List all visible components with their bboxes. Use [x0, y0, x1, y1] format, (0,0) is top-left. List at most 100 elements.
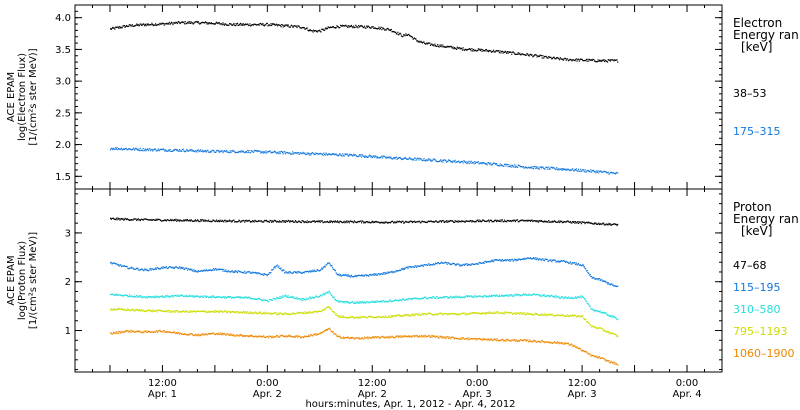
proton-data-point — [614, 333, 616, 335]
proton-data-point — [236, 296, 239, 298]
proton-data-point — [616, 224, 618, 227]
proton-data-point — [424, 221, 427, 224]
electron-data-point — [487, 50, 490, 53]
proton-data-point — [286, 221, 288, 223]
electron-data-point — [479, 49, 482, 52]
proton-data-point — [153, 296, 155, 299]
proton-data-point — [458, 220, 460, 222]
proton-data-point — [461, 297, 464, 299]
proton-data-point — [426, 221, 428, 224]
proton-data-point — [220, 310, 223, 313]
proton-data-point — [448, 313, 450, 315]
proton-data-point — [476, 296, 478, 298]
electron-data-point — [511, 51, 514, 53]
electron-data-point — [152, 24, 154, 27]
proton-data-point — [136, 219, 139, 221]
electron-data-point — [385, 157, 387, 159]
proton-data-point — [279, 336, 281, 338]
proton-data-point — [463, 312, 465, 314]
electron-data-point — [477, 49, 479, 52]
proton-data-point — [278, 265, 280, 267]
electron-data-point — [449, 46, 451, 48]
electron-data-point — [192, 150, 194, 152]
electron-data-point — [378, 26, 380, 28]
proton-data-point — [387, 300, 390, 302]
electron-data-point — [228, 152, 231, 154]
electron-data-point — [370, 156, 372, 158]
electron-data-point — [479, 162, 481, 164]
electron-data-point — [207, 23, 210, 25]
proton-data-point — [385, 336, 387, 338]
electron-data-point — [530, 166, 532, 168]
proton-data-point — [234, 335, 236, 337]
proton-data-point — [194, 220, 196, 222]
electron-data-point — [181, 21, 183, 23]
electron-data-point — [384, 155, 386, 158]
proton-data-point — [461, 264, 463, 266]
proton-data-point — [535, 257, 537, 259]
proton-data-point — [449, 263, 451, 265]
proton-data-point — [292, 220, 294, 222]
proton-data-point — [151, 296, 153, 298]
electron-data-point — [424, 43, 427, 45]
electron-data-point — [353, 153, 355, 155]
proton-data-point — [550, 294, 552, 297]
proton-data-point — [518, 312, 520, 314]
proton-data-point — [171, 331, 173, 334]
proton-data-point — [434, 264, 436, 266]
electron-data-point — [577, 58, 580, 60]
proton-data-point — [411, 297, 413, 300]
proton-data-point — [535, 258, 538, 261]
electron-data-point — [399, 156, 401, 159]
proton-data-point — [183, 333, 185, 335]
proton-data-point — [330, 220, 332, 222]
electron-data-point — [149, 24, 151, 26]
proton-data-point — [609, 315, 612, 317]
proton-data-point — [234, 311, 236, 313]
proton-data-point — [197, 334, 199, 336]
proton-data-point — [474, 220, 477, 223]
electron-data-point — [616, 172, 618, 174]
proton-data-point — [207, 311, 209, 313]
proton-data-point — [401, 315, 403, 317]
proton-data-point — [117, 264, 119, 266]
proton-data-point — [437, 336, 439, 338]
proton-data-point — [264, 219, 266, 222]
proton-data-point — [164, 267, 166, 269]
electron-data-point — [366, 155, 368, 158]
proton-data-point — [218, 221, 220, 223]
proton-data-point — [326, 329, 328, 332]
proton-data-point — [514, 220, 516, 223]
proton-data-point — [473, 312, 475, 314]
proton-data-point — [456, 263, 458, 265]
proton-data-point — [611, 332, 613, 334]
electron-data-point — [115, 26, 117, 29]
electron-data-point — [272, 151, 274, 153]
electron-data-point — [226, 151, 228, 153]
proton-data-point — [439, 335, 441, 337]
proton-data-point — [416, 265, 419, 267]
proton-data-point — [125, 294, 127, 296]
electron-data-point — [391, 158, 393, 160]
proton-data-point — [338, 336, 340, 338]
electron-data-point — [425, 43, 427, 45]
proton-data-point — [582, 221, 584, 223]
electron-data-point — [432, 44, 434, 46]
electron-data-point — [165, 23, 167, 25]
proton-data-point — [252, 312, 254, 314]
proton-data-point — [428, 220, 430, 222]
proton-data-point — [355, 276, 358, 278]
proton-data-point — [292, 272, 294, 274]
proton-data-point — [265, 336, 268, 338]
proton-data-point — [388, 301, 390, 303]
proton-data-point — [302, 297, 305, 300]
proton-data-point — [503, 219, 506, 221]
proton-data-point — [202, 333, 205, 335]
electron-data-point — [180, 150, 182, 152]
proton-data-point — [392, 336, 394, 338]
proton-series-3 — [109, 306, 619, 338]
electron-data-point — [484, 50, 486, 52]
proton-data-point — [283, 269, 285, 271]
electron-data-point — [575, 169, 577, 171]
proton-data-point — [111, 217, 113, 219]
